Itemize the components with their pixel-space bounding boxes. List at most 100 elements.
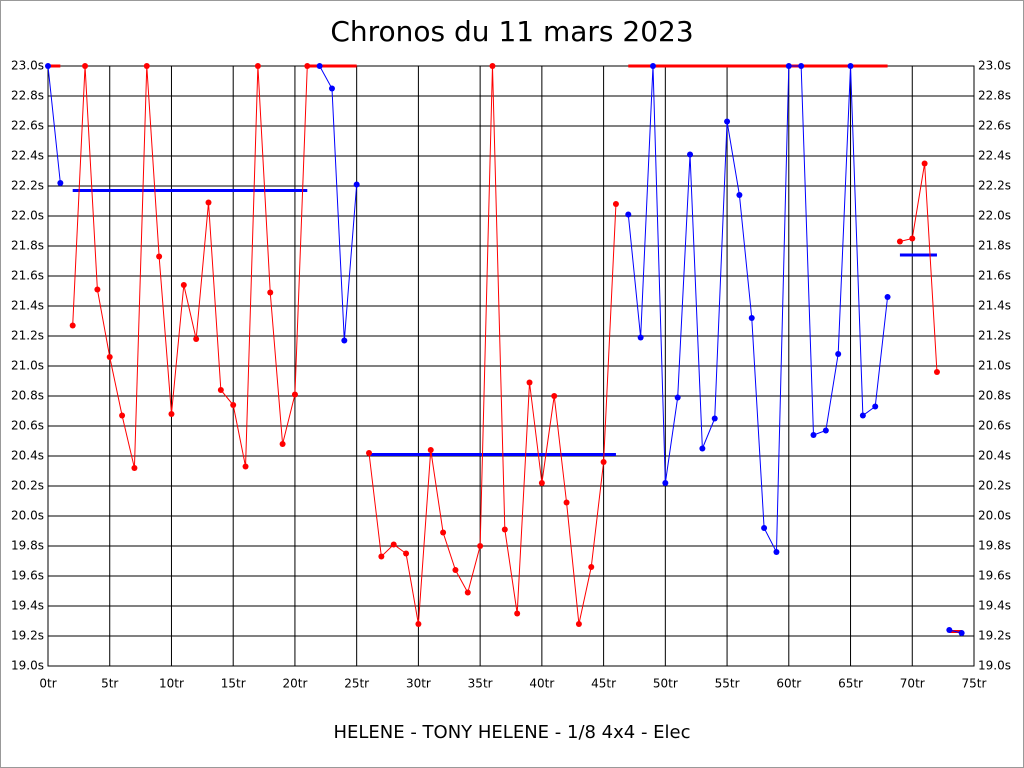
chart-subtitle: HELENE - TONY HELENE - 1/8 4x4 - Elec xyxy=(333,722,690,743)
y-tick-label: 19.2s xyxy=(11,629,44,643)
x-tick-label: 15tr xyxy=(221,677,246,691)
data-point xyxy=(477,543,484,549)
x-tick-label: 0tr xyxy=(39,677,56,691)
data-point xyxy=(958,630,965,636)
y2-tick-label: 20.4s xyxy=(978,449,1011,463)
y-tick-label: 20.8s xyxy=(11,389,44,403)
y-tick-label: 19.0s xyxy=(11,659,44,673)
data-point xyxy=(403,550,410,557)
data-point xyxy=(254,63,261,69)
y-tick-label: 20.4s xyxy=(11,449,44,463)
data-point xyxy=(514,610,521,617)
data-point xyxy=(464,589,471,596)
x-tick-label: 50tr xyxy=(653,677,678,691)
y2-tick-label: 22.6s xyxy=(978,119,1011,133)
data-point xyxy=(94,286,101,293)
data-point xyxy=(785,63,792,69)
data-point xyxy=(649,63,656,69)
data-point xyxy=(45,63,51,69)
data-point xyxy=(600,459,607,465)
data-point xyxy=(440,529,447,536)
data-point xyxy=(341,337,348,344)
y-tick-label: 20.0s xyxy=(11,509,44,523)
x-tick-label: 55tr xyxy=(715,677,740,691)
data-point xyxy=(69,322,76,329)
data-point xyxy=(143,63,150,69)
y-tick-label: 21.0s xyxy=(11,359,44,373)
data-point xyxy=(366,450,373,456)
data-point xyxy=(822,427,829,434)
data-point xyxy=(267,289,274,296)
data-point xyxy=(724,118,731,125)
x-tick-label: 30tr xyxy=(406,677,431,691)
data-point xyxy=(921,160,928,167)
data-point xyxy=(872,403,879,410)
y-tick-label: 23.0s xyxy=(11,59,44,73)
y-tick-label: 22.6s xyxy=(11,119,44,133)
data-point xyxy=(896,238,903,245)
data-point xyxy=(884,294,891,300)
y2-tick-label: 20.2s xyxy=(978,479,1011,493)
y2-tick-label: 22.8s xyxy=(978,89,1011,103)
data-point xyxy=(452,567,459,573)
x-tick-label: 75tr xyxy=(962,677,987,691)
data-point xyxy=(156,253,163,260)
data-point xyxy=(106,354,113,360)
data-point xyxy=(193,336,200,342)
y2-tick-label: 21.2s xyxy=(978,329,1011,343)
data-point xyxy=(217,387,224,393)
data-point xyxy=(909,235,916,242)
data-point xyxy=(835,351,842,357)
y2-tick-label: 22.4s xyxy=(978,149,1011,163)
data-point xyxy=(933,369,940,375)
x-tick-label: 10tr xyxy=(159,677,184,691)
data-point xyxy=(946,627,953,633)
x-tick-label: 25tr xyxy=(344,677,369,691)
y2-tick-label: 19.0s xyxy=(978,659,1011,673)
data-point xyxy=(526,379,533,386)
x-tick-label: 35tr xyxy=(468,677,493,691)
y2-tick-label: 20.8s xyxy=(978,389,1011,403)
y2-tick-label: 19.4s xyxy=(978,599,1011,613)
y2-tick-label: 19.8s xyxy=(978,539,1011,553)
data-point xyxy=(82,63,89,69)
data-point xyxy=(773,549,780,555)
data-point xyxy=(625,211,632,218)
y-tick-label: 22.8s xyxy=(11,89,44,103)
data-point xyxy=(810,432,817,438)
y2-tick-label: 19.2s xyxy=(978,629,1011,643)
data-point xyxy=(415,621,422,627)
y-tick-label: 19.6s xyxy=(11,569,44,583)
data-point xyxy=(798,63,805,69)
x-tick-label: 20tr xyxy=(282,677,307,691)
y-tick-label: 20.2s xyxy=(11,479,44,493)
y2-tick-label: 21.0s xyxy=(978,359,1011,373)
data-point xyxy=(291,391,298,398)
x-tick-label: 40tr xyxy=(529,677,554,691)
data-point xyxy=(761,525,768,531)
data-point xyxy=(378,553,385,560)
data-point xyxy=(304,63,311,69)
y-tick-label: 19.8s xyxy=(11,539,44,553)
data-point xyxy=(859,412,866,419)
data-point xyxy=(57,180,64,186)
y-tick-label: 20.6s xyxy=(11,419,44,433)
y-tick-label: 21.8s xyxy=(11,239,44,253)
y-tick-label: 22.2s xyxy=(11,179,44,193)
y2-tick-label: 20.6s xyxy=(978,419,1011,433)
data-point xyxy=(119,412,126,419)
data-point xyxy=(662,480,669,486)
y-tick-label: 21.2s xyxy=(11,329,44,343)
y-tick-label: 19.4s xyxy=(11,599,44,613)
y2-tick-label: 21.4s xyxy=(978,299,1011,313)
data-point xyxy=(205,199,212,206)
data-point xyxy=(736,192,743,198)
data-point xyxy=(180,282,187,288)
data-point xyxy=(847,63,854,69)
y2-tick-label: 21.8s xyxy=(978,239,1011,253)
y2-tick-label: 19.6s xyxy=(978,569,1011,583)
y-tick-label: 22.0s xyxy=(11,209,44,223)
data-point xyxy=(674,394,681,401)
